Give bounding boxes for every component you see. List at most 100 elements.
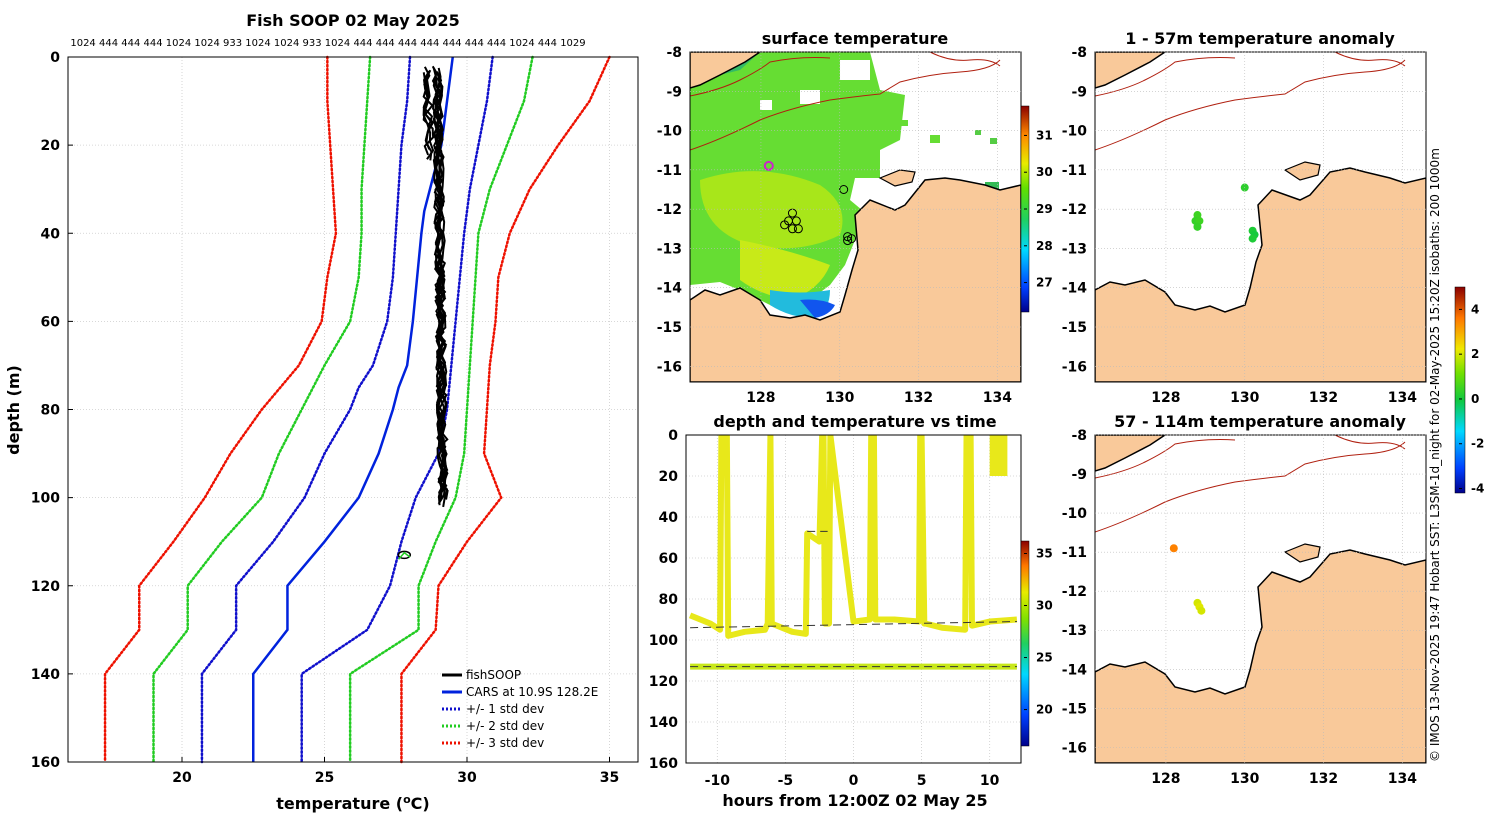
map-xtick-label: 134: [983, 390, 1012, 406]
map-ytick-label: -15: [1062, 320, 1087, 336]
profile-series: [103, 55, 611, 764]
colorbar-tick-label: 0: [1471, 392, 1479, 406]
map-xtick-label: 134: [1388, 390, 1417, 406]
sst-cloud-gap: [800, 90, 820, 104]
map-ytick-label: -13: [1062, 623, 1087, 639]
legend-entry-fishsoop: fishSOOP: [442, 668, 521, 682]
colorbar-tick-label: 28: [1036, 239, 1053, 253]
anomaly-map-1-land-melville-island: [1283, 161, 1321, 181]
anomaly-map-1-land-timor: [1095, 52, 1167, 89]
map-xtick-label: 132: [904, 390, 933, 406]
legend-entry-std3: +/- 3 std dev: [442, 736, 544, 750]
sst-station-marker: [787, 224, 797, 234]
profile-xlabel-degree: o: [403, 793, 411, 806]
fishsoop-trace: [422, 70, 435, 160]
profile-ytick-label: 120: [31, 579, 60, 595]
sst-isobath-200: [690, 59, 1001, 151]
profile-xlabel-post: C): [411, 794, 430, 813]
map-xtick-label: 128: [1151, 390, 1180, 406]
profile-xlabel: temperature (oC): [276, 793, 429, 813]
sst-isobath-north: [929, 52, 1001, 67]
profile-title: Fish SOOP 02 May 2025: [246, 11, 460, 30]
fishsoop-deep-trace: [398, 551, 411, 560]
colorbar-tick-label: -2: [1471, 437, 1484, 451]
sst-station-marker: [780, 220, 790, 230]
anomaly-map-2-land-melville-island: [1283, 543, 1321, 563]
map-ytick-label: -16: [1062, 359, 1087, 375]
anomaly-map-1-land-australia: [1095, 167, 1426, 382]
anomaly-map-1-points: [1191, 183, 1259, 243]
sst-map-ticks: -8 -9 -10 -11 -12 -13 -14 -15 -16 128 130 132 134: [657, 45, 1021, 406]
anomaly-map-1-isobaths: [1095, 52, 1406, 151]
profile-xlabel-pre: temperature (: [276, 794, 403, 813]
profile-series-line: [103, 55, 338, 764]
map-ytick-label: -13: [657, 241, 682, 257]
anomaly-map-2-isobath-1000: [1095, 439, 1236, 479]
anomaly-map-2-isobath-north: [1334, 435, 1406, 450]
anomaly-map-2-panel: -8 -9 -10 -11 -12 -13 -14 -15 -16 128 130 132 134 57…: [1062, 286, 1484, 787]
timeseries-ytick-label: 100: [649, 633, 678, 649]
profile-ytick-label: 60: [41, 314, 61, 330]
anomaly-map-1-isobath-200: [1095, 59, 1406, 151]
anomaly-map-1-panel: -8 -9 -10 -11 -12 -13 -14 -15 -16 128 130 132 134 1 …: [1062, 29, 1427, 406]
timeseries-ytick-label: 160: [649, 756, 678, 772]
anomaly-map-1-point: [1193, 222, 1202, 231]
timeseries-ytick-label: 0: [668, 428, 678, 444]
profile-xtick-label: 20: [172, 770, 192, 786]
colorbar-tick-label: 2: [1471, 347, 1479, 361]
map-ytick-label: -16: [657, 359, 682, 375]
colorbar-tick-label: 29: [1036, 202, 1053, 216]
map-ytick-label: -12: [657, 202, 682, 218]
map-xtick-label: 132: [1309, 390, 1338, 406]
colorbar-tick-label: 30: [1036, 165, 1053, 179]
map-ytick-label: -14: [1062, 281, 1088, 297]
map-ytick-label: -8: [666, 45, 682, 61]
anomaly-map-2-title: 57 - 114m temperature anomaly: [1114, 412, 1406, 431]
profile-ytick-label: 0: [50, 50, 60, 66]
profile-series-line: [400, 55, 611, 764]
map-ytick-label: -11: [1062, 163, 1087, 179]
profile-ytick-label: 20: [41, 138, 61, 154]
sst-cloud-gap: [840, 60, 870, 80]
sst-field-warm-patch: [700, 171, 843, 249]
sst-station-marker: [839, 185, 849, 194]
legend-label-fishsoop: fishSOOP: [466, 668, 521, 682]
timeseries-track-line: [688, 435, 1018, 639]
timeseries-target-depth-line: [690, 621, 1017, 629]
sst-land-australia: [690, 177, 1021, 382]
map-xtick-label: 134: [1388, 771, 1417, 787]
map-ytick-label: -10: [1062, 506, 1088, 522]
anomaly-map-2-ticks: -8 -9 -10 -11 -12 -13 -14 -15 -16 128 130 132 134: [1062, 428, 1426, 787]
profile-ytick-label: 140: [31, 667, 60, 683]
sst-map-title: surface temperature: [762, 29, 949, 48]
anomaly-map-2-points: [1169, 544, 1206, 615]
profile-panel: 20 25 30 35 0 20 40 60 80 100 120 140 160 Fish SOOP …: [4, 11, 639, 813]
map-ytick-label: -16: [1062, 740, 1087, 756]
sst-cloud-gap: [760, 100, 772, 110]
timeseries-ytick-label: 40: [659, 510, 679, 526]
sst-field-speckle: [975, 130, 981, 135]
fishsoop-trace: [422, 69, 434, 150]
map-xtick-label: 128: [746, 390, 775, 406]
timeseries-xtick-label: -5: [778, 773, 794, 789]
map-ytick-label: -10: [1062, 124, 1088, 140]
timeseries-colorbar-ticks: 20 25 30 35: [1024, 546, 1053, 717]
profile-series-line: [348, 55, 534, 764]
sst-land-melville-island: [878, 169, 916, 187]
profile-series-line: [300, 55, 494, 764]
colorbar-tick-label: 31: [1036, 128, 1053, 142]
anomaly-map-2-isobath-200: [1095, 441, 1406, 533]
map-ytick-label: -12: [1062, 584, 1087, 600]
sst-map-panel: -8 -9 -10 -11 -12 -13 -14 -15 -16 128 130 132 134 su…: [657, 29, 1053, 406]
colorbar-tick-label: 4: [1471, 302, 1479, 316]
profile-xtick-label: 30: [457, 770, 477, 786]
legend-label-cars: CARS at 10.9S 128.2E: [466, 685, 598, 699]
map-ytick-label: -8: [1071, 428, 1087, 444]
anomaly-map-1-point: [1248, 234, 1257, 243]
sst-station-marker: [847, 234, 857, 244]
map-ytick-label: -11: [657, 163, 682, 179]
sst-isobath-1000: [690, 57, 831, 97]
legend-label-std2: +/- 2 std dev: [466, 719, 544, 733]
profile-series-line: [152, 55, 372, 764]
